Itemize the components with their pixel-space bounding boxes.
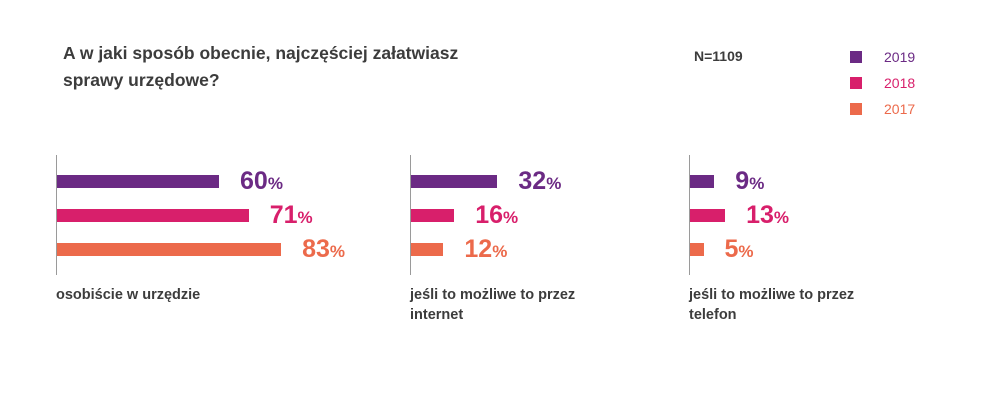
value-number: 9 (735, 167, 750, 195)
value-number: 60 (240, 167, 268, 195)
value-label-2019: 60% (240, 166, 283, 199)
sample-size-label: N=1109 (694, 48, 743, 64)
value-unit: % (738, 242, 754, 261)
value-unit: % (503, 208, 519, 227)
bar-group-osobiscie: 60% 71% 83% osobiście w urzędzie (56, 155, 346, 325)
value-number: 5 (724, 235, 739, 263)
category-label-internet: jeśli to możliwe to przez internet (410, 287, 576, 323)
value-number: 13 (746, 201, 774, 229)
category-axis (56, 155, 57, 275)
bar-2019 (690, 175, 715, 188)
value-label-2017: 12% (464, 234, 507, 267)
value-label-2017: 83% (302, 234, 345, 267)
category-label-osobiscie: osobiście w urzędzie (56, 287, 201, 303)
value-unit: % (773, 208, 790, 227)
value-label-2018: 71% (270, 200, 313, 233)
legend-swatch-2017 (850, 103, 862, 115)
value-label-2019: 9% (735, 166, 764, 199)
value-number: 83 (302, 235, 330, 263)
bar-2018 (57, 209, 249, 222)
bar-2018 (411, 209, 455, 222)
legend-label-2017: 2017 (884, 101, 916, 117)
bar-2017 (690, 243, 704, 256)
legend-label-2018: 2018 (884, 75, 916, 91)
value-unit: % (267, 174, 283, 193)
value-number: 32 (518, 167, 547, 195)
bar-2018 (690, 209, 726, 222)
legend-swatch-2019 (850, 51, 862, 63)
value-unit: % (492, 242, 508, 261)
bar-group-telefon: 9% 13% 5% jeśli to możliwe to przez telefo… (689, 155, 979, 325)
value-number: 71 (269, 201, 298, 229)
value-label-2018: 13% (746, 200, 789, 233)
value-number: 16 (475, 201, 503, 229)
bar-2019 (57, 175, 219, 188)
value-number: 12 (464, 235, 493, 263)
category-label-telefon: jeśli to możliwe to przez telefon (689, 287, 855, 323)
value-label-2018: 16% (475, 200, 518, 233)
value-unit: % (297, 208, 313, 227)
value-label-2017: 5% (725, 234, 754, 267)
bar-group-internet: 32% 16% 12% jeśli to możliwe to przez inte… (410, 155, 700, 325)
category-axis (410, 155, 411, 275)
value-unit: % (329, 242, 346, 261)
bar-2017 (411, 243, 444, 256)
category-axis (689, 155, 690, 275)
legend-label-2019: 2019 (884, 49, 916, 65)
bar-2019 (411, 175, 498, 188)
value-unit: % (546, 174, 562, 193)
value-label-2019: 32% (518, 166, 561, 199)
value-unit: % (749, 174, 765, 193)
chart-title: A w jaki sposób obecnie, najczęściej zał… (63, 43, 459, 90)
legend-swatch-2018 (850, 77, 862, 89)
bar-2017 (57, 243, 282, 256)
